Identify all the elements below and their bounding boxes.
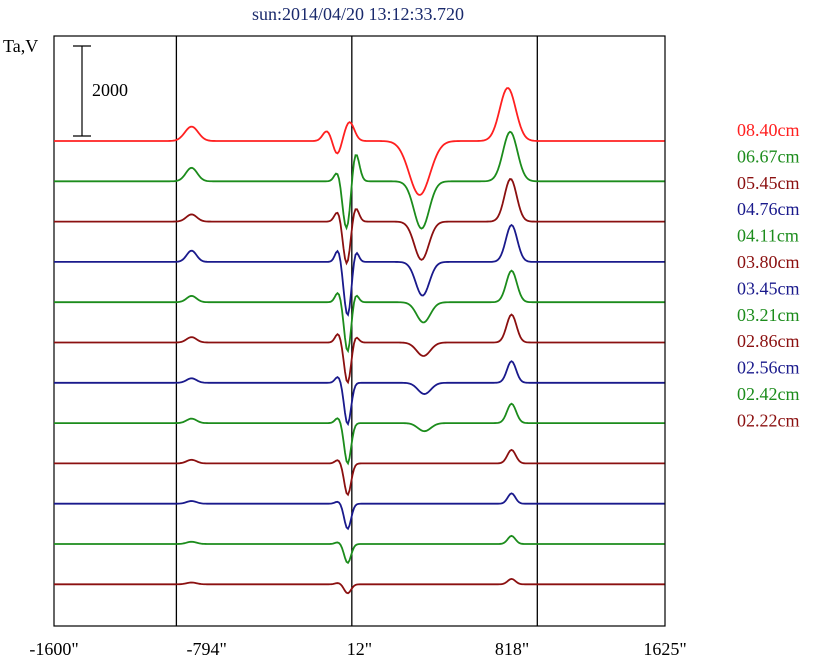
legend-entry: 03.21cm xyxy=(737,305,800,325)
trace-02.86cm xyxy=(54,448,665,497)
legend-entry: 06.67cm xyxy=(737,146,800,166)
trace-group xyxy=(54,87,665,595)
legend-entry: 04.76cm xyxy=(737,199,800,219)
y-axis-label: Ta,V xyxy=(3,36,38,56)
x-tick-label: -794" xyxy=(187,639,227,659)
plot-frame xyxy=(53,35,666,627)
trace-03.80cm xyxy=(54,313,665,385)
chart-title: sun:2014/04/20 13:12:33.720 xyxy=(252,4,464,24)
x-tick-label: 818" xyxy=(495,639,529,659)
legend-entry: 02.22cm xyxy=(737,410,800,430)
trace-08.40cm xyxy=(54,87,665,196)
trace-02.56cm xyxy=(54,492,665,531)
scale-bar xyxy=(73,45,91,137)
trace-04.11cm xyxy=(54,269,665,354)
trace-04.76cm xyxy=(54,223,665,317)
legend-entry: 02.42cm xyxy=(737,384,800,404)
x-tick-labels: -1600" -794" 12" 818" 1625" xyxy=(29,639,686,659)
trace-06.67cm xyxy=(54,130,665,231)
legend-entry: 04.11cm xyxy=(737,226,799,246)
trace-03.45cm xyxy=(54,360,665,427)
disk-edge-lines xyxy=(175,36,538,626)
trace-02.22cm xyxy=(54,577,665,595)
legend-entry: 08.40cm xyxy=(737,120,800,140)
legend-entry: 02.86cm xyxy=(737,331,800,351)
scale-bar-label: 2000 xyxy=(92,80,128,100)
x-tick-label: 1625" xyxy=(643,639,686,659)
legend: 08.40cm 06.67cm 05.45cm 04.76cm 04.11cm 03.80… xyxy=(737,120,800,430)
legend-entry: 02.56cm xyxy=(737,358,800,378)
trace-03.21cm xyxy=(54,402,665,466)
trace-02.42cm xyxy=(54,534,665,565)
x-tick-label: -1600" xyxy=(29,639,78,659)
x-tick-label: 12" xyxy=(347,639,372,659)
legend-entry: 05.45cm xyxy=(737,173,800,193)
legend-entry: 03.80cm xyxy=(737,252,800,272)
trace-05.45cm xyxy=(54,178,665,266)
legend-entry: 03.45cm xyxy=(737,278,800,298)
